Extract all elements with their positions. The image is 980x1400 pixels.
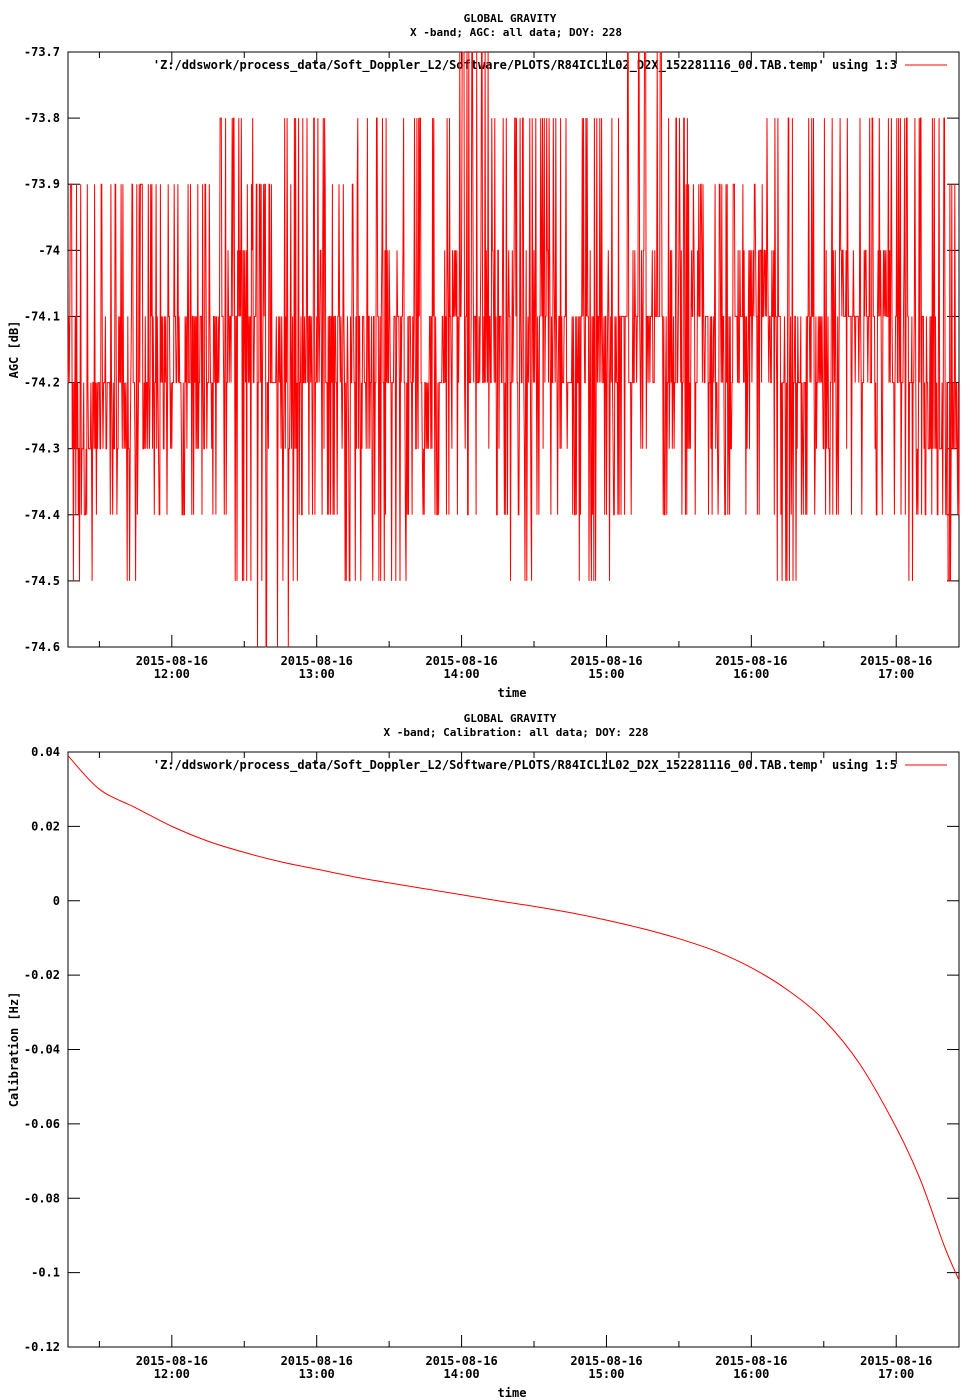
y-tick-label: -73.9 bbox=[24, 177, 60, 191]
y-axis-label: Calibration [Hz] bbox=[7, 992, 21, 1108]
x-axis-label: time bbox=[498, 1386, 527, 1400]
x-tick-date: 2015-08-16 bbox=[860, 654, 932, 668]
x-tick-date: 2015-08-16 bbox=[715, 654, 787, 668]
x-tick-time: 15:00 bbox=[588, 1367, 624, 1381]
y-axis-label: AGC [dB] bbox=[7, 321, 21, 379]
calibration-series-line bbox=[67, 755, 960, 1281]
y-tick-label: -74.3 bbox=[24, 442, 60, 456]
y-tick-label: -0.02 bbox=[24, 968, 60, 982]
y-tick-label: -74.4 bbox=[24, 508, 60, 522]
x-tick-time: 13:00 bbox=[299, 667, 335, 681]
y-tick-label: -0.1 bbox=[31, 1266, 60, 1280]
y-tick-label: -74.6 bbox=[24, 640, 60, 654]
chart-subtitle: X -band; Calibration: all data; DOY: 228 bbox=[384, 726, 649, 739]
x-tick-time: 17:00 bbox=[878, 1367, 914, 1381]
legend-label: 'Z:/ddswork/process_data/Soft_Doppler_L2… bbox=[153, 58, 897, 73]
x-tick-date: 2015-08-16 bbox=[136, 654, 208, 668]
y-tick-label: 0.04 bbox=[31, 745, 60, 759]
x-tick-date: 2015-08-16 bbox=[860, 1354, 932, 1368]
y-tick-label: -74.2 bbox=[24, 376, 60, 390]
y-tick-label: 0.02 bbox=[31, 819, 60, 833]
chart-title: GLOBAL GRAVITY bbox=[464, 12, 557, 25]
x-tick-time: 13:00 bbox=[299, 1367, 335, 1381]
x-tick-time: 12:00 bbox=[154, 1367, 190, 1381]
agc-series-line bbox=[67, 51, 960, 648]
x-tick-date: 2015-08-16 bbox=[281, 654, 353, 668]
y-tick-label: -74.1 bbox=[24, 309, 60, 323]
y-tick-label: -74.5 bbox=[24, 574, 60, 588]
x-tick-time: 15:00 bbox=[588, 667, 624, 681]
x-tick-time: 14:00 bbox=[444, 1367, 480, 1381]
x-tick-date: 2015-08-16 bbox=[715, 1354, 787, 1368]
y-tick-label: -73.8 bbox=[24, 111, 60, 125]
y-tick-label: -0.12 bbox=[24, 1340, 60, 1354]
chart-title: GLOBAL GRAVITY bbox=[464, 712, 557, 725]
x-tick-time: 12:00 bbox=[154, 667, 190, 681]
y-tick-label: -0.08 bbox=[24, 1191, 60, 1205]
x-tick-date: 2015-08-16 bbox=[281, 1354, 353, 1368]
x-tick-date: 2015-08-16 bbox=[425, 654, 497, 668]
x-tick-date: 2015-08-16 bbox=[570, 654, 642, 668]
x-tick-date: 2015-08-16 bbox=[425, 1354, 497, 1368]
x-tick-time: 14:00 bbox=[444, 667, 480, 681]
chart-subtitle: X -band; AGC: all data; DOY: 228 bbox=[410, 26, 622, 39]
y-tick-label: -74 bbox=[38, 243, 60, 257]
x-tick-date: 2015-08-16 bbox=[570, 1354, 642, 1368]
y-tick-label: -0.06 bbox=[24, 1117, 60, 1131]
plot-frame bbox=[67, 751, 960, 1348]
y-tick-label: -0.04 bbox=[24, 1043, 60, 1057]
y-tick-label: -73.7 bbox=[24, 45, 60, 59]
x-axis-label: time bbox=[498, 686, 527, 700]
y-tick-label: 0 bbox=[53, 894, 60, 908]
x-tick-time: 16:00 bbox=[733, 1367, 769, 1381]
legend-label: 'Z:/ddswork/process_data/Soft_Doppler_L2… bbox=[153, 758, 897, 773]
x-tick-date: 2015-08-16 bbox=[136, 1354, 208, 1368]
x-tick-time: 16:00 bbox=[733, 667, 769, 681]
x-tick-time: 17:00 bbox=[878, 667, 914, 681]
